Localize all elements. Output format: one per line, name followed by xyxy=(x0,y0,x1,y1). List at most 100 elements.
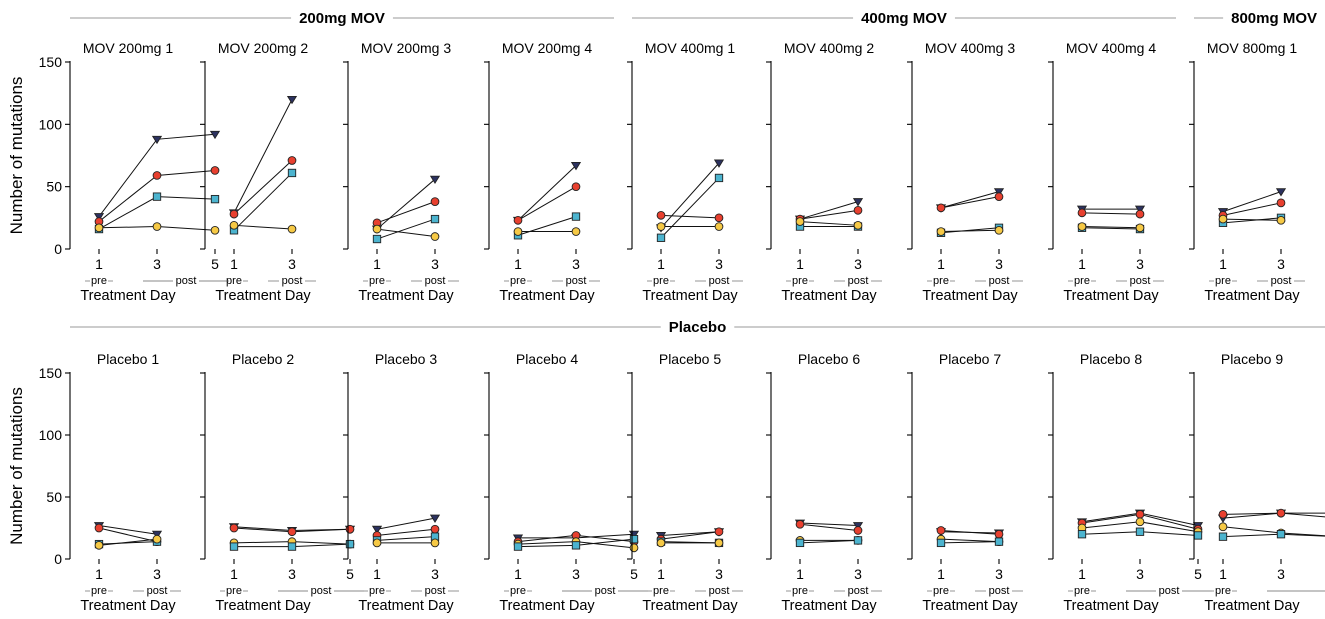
x-tick-label: 1 xyxy=(937,256,945,272)
data-point-navy xyxy=(151,530,163,540)
data-point-yellow xyxy=(430,232,440,241)
x-tick-label: 1 xyxy=(514,256,522,272)
phase-label-post: post xyxy=(282,275,303,287)
phase-label-pre: pre xyxy=(933,275,949,287)
series-line-navy xyxy=(1222,512,1325,519)
series-line-navy xyxy=(660,162,720,229)
y-axis-label: Number of mutations xyxy=(7,77,26,235)
panel-title: Placebo 4 xyxy=(516,351,578,367)
data-point-navy xyxy=(93,213,105,222)
data-point-blue xyxy=(853,536,863,545)
panel-title: Placebo 1 xyxy=(97,351,159,367)
x-axis-label: Treatment Day xyxy=(499,288,595,304)
data-point-navy xyxy=(713,159,725,168)
group-label: 400mg MOV xyxy=(861,10,947,27)
data-point-yellow xyxy=(936,227,946,236)
x-tick-label: 3 xyxy=(153,256,161,272)
series-line-navy xyxy=(660,531,720,536)
series-line-blue xyxy=(376,536,436,541)
data-point-blue xyxy=(210,194,220,204)
panel-title: Placebo 2 xyxy=(232,351,294,367)
data-point-blue xyxy=(287,542,297,551)
data-point-blue xyxy=(1077,530,1087,539)
phase-label-post: post xyxy=(425,585,446,597)
data-point-navy xyxy=(209,130,221,140)
x-tick-label: 3 xyxy=(715,256,723,272)
data-point-blue xyxy=(571,541,581,550)
data-point-blue xyxy=(229,542,239,551)
data-point-navy xyxy=(852,198,864,207)
x-axis-label: Treatment Day xyxy=(358,598,454,614)
phase-label-pre: pre xyxy=(933,585,949,597)
data-point-red xyxy=(229,523,239,533)
phase-label-pre: pre xyxy=(1215,275,1231,287)
data-point-blue xyxy=(656,233,666,242)
x-tick-label: 5 xyxy=(630,566,638,582)
group-label: 200mg MOV xyxy=(299,10,385,27)
x-axis-label: Treatment Day xyxy=(1063,598,1159,614)
data-point-yellow xyxy=(1218,522,1228,532)
panel-title: MOV 200mg 2 xyxy=(218,40,308,56)
data-point-blue xyxy=(994,537,1004,546)
data-point-red xyxy=(656,210,666,220)
data-point-red xyxy=(152,171,162,180)
group-header: Placebo xyxy=(70,319,1325,336)
x-tick-label: 1 xyxy=(657,256,665,272)
panel-title: Placebo 3 xyxy=(375,351,437,367)
x-tick-label: 1 xyxy=(95,566,103,582)
x-tick-label: 3 xyxy=(1277,256,1285,272)
series-line-navy xyxy=(233,99,293,214)
data-point-blue xyxy=(1218,532,1228,541)
x-tick-label: 1 xyxy=(373,566,381,582)
data-point-red xyxy=(1276,508,1286,518)
series-line-red xyxy=(517,186,577,221)
y-tick-label: 100 xyxy=(39,427,63,443)
data-point-red xyxy=(1276,198,1286,208)
phase-label-post: post xyxy=(566,275,587,287)
data-point-red xyxy=(853,526,863,535)
series-line-navy xyxy=(376,178,436,230)
phase-label-pre: pre xyxy=(369,585,385,597)
data-point-yellow xyxy=(430,538,440,548)
data-point-blue xyxy=(795,538,805,548)
data-point-yellow xyxy=(714,222,724,231)
x-tick-label: 1 xyxy=(1219,256,1227,272)
y-tick-label: 150 xyxy=(39,54,63,70)
series-line-red xyxy=(1222,512,1325,518)
phase-label-pre: pre xyxy=(792,275,808,287)
phase-label-pre: pre xyxy=(226,585,242,597)
phase-label-post: post xyxy=(595,585,616,597)
x-tick-label: 3 xyxy=(1277,566,1285,582)
data-point-red xyxy=(994,192,1004,201)
data-point-red xyxy=(571,182,581,192)
x-tick-label: 5 xyxy=(1194,566,1202,582)
phase-label-pre: pre xyxy=(510,275,526,287)
group-header: 200mg MOV xyxy=(70,10,614,27)
data-point-navy xyxy=(429,514,441,523)
chart-row-1: 200mg MOV 400mg MOV 800mg MOV Number of mut… xyxy=(7,10,1317,304)
panel-title: MOV 400mg 1 xyxy=(645,40,735,56)
phase-label-post: post xyxy=(989,585,1010,597)
series-line-navy xyxy=(799,522,859,527)
series-line-yellow xyxy=(799,221,859,226)
series-line-blue xyxy=(233,172,293,231)
y-tick-label: 100 xyxy=(39,116,63,132)
series-line-blue xyxy=(940,541,1000,544)
phase-label-post: post xyxy=(1130,275,1151,287)
data-point-red xyxy=(430,197,440,206)
x-tick-label: 1 xyxy=(1078,256,1086,272)
data-point-navy xyxy=(570,162,582,171)
data-point-yellow xyxy=(1077,222,1087,231)
x-axis-label: Treatment Day xyxy=(80,598,176,614)
phase-label-post: post xyxy=(848,585,869,597)
x-tick-label: 3 xyxy=(572,566,580,582)
series-line-navy xyxy=(799,201,859,220)
x-tick-label: 1 xyxy=(95,256,103,272)
phase-label-pre: pre xyxy=(1074,275,1090,287)
